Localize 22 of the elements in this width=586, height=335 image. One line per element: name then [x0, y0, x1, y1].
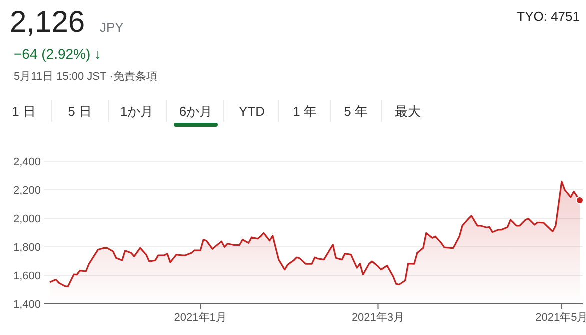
- y-tick-label: 2,400: [13, 156, 41, 168]
- y-tick-label: 2,200: [13, 185, 41, 197]
- chart-subtitle: JPY: [100, 20, 124, 35]
- text: 5 日: [68, 104, 92, 119]
- x-tick-label: 2021年5月: [536, 312, 586, 324]
- text: 1 日: [12, 104, 36, 119]
- x-tick-label: 2021年1月: [174, 312, 227, 324]
- y-tick-label: 1,600: [13, 270, 41, 282]
- chart-title: 2,126: [10, 6, 86, 39]
- text: 1 年: [293, 104, 317, 119]
- text: 5 年: [344, 104, 368, 119]
- x-tick-label: 2021年3月: [352, 312, 405, 324]
- text: −64 (2.92%) ↓: [14, 46, 102, 62]
- text: 1か月: [120, 104, 154, 119]
- y-tick-label: 2,000: [13, 214, 41, 226]
- y-tick-label: 1,800: [13, 242, 41, 254]
- text: YTD: [239, 104, 265, 119]
- text: 6か月: [179, 104, 213, 119]
- text: 5月11日 15:00 JST ·免責条項: [14, 70, 158, 83]
- y-tick-label: 1,400: [13, 299, 41, 311]
- text: 最大: [395, 104, 421, 119]
- text: TYO: 4751: [517, 9, 580, 24]
